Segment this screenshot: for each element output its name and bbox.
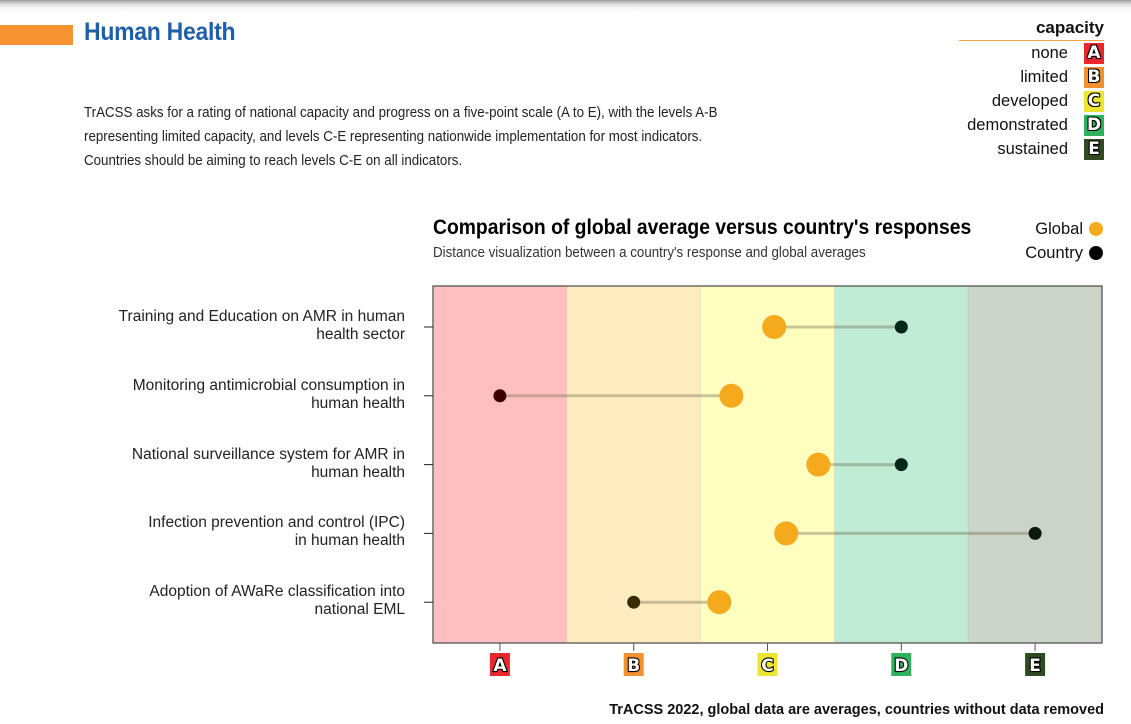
global-point: [707, 590, 732, 615]
capacity-legend-title: capacity: [959, 18, 1104, 41]
x-tick-badge-e: [1025, 653, 1046, 676]
capacity-legend-item: limited B: [944, 65, 1104, 89]
grade-e-badge: E: [1084, 138, 1104, 160]
x-tick-label: B: [627, 656, 640, 676]
capacity-label: none: [1031, 43, 1068, 62]
grade-a-badge: A: [1084, 42, 1104, 64]
country-point: [894, 458, 908, 472]
band-a: [433, 286, 567, 643]
section-accent-bar: [0, 25, 73, 45]
country-point: [493, 389, 507, 403]
band-b: [566, 286, 701, 643]
x-tick-badge-b: [623, 653, 644, 676]
row-label-line: in human health: [294, 532, 405, 550]
capacity-legend-item: demonstrated D: [944, 113, 1104, 137]
x-tick-badge-d: [891, 653, 912, 676]
grade-d-badge: D: [1084, 114, 1104, 136]
chart-title: Comparison of global average versus coun…: [433, 216, 972, 239]
row-label-line: Adoption of AWaRe classification into: [149, 583, 405, 601]
row-label-line: human health: [311, 394, 405, 412]
capacity-legend-item: sustained E: [944, 137, 1104, 161]
row-label-line: Infection prevention and control (IPC): [148, 514, 405, 532]
x-tick-label: A: [493, 656, 507, 676]
country-point: [894, 320, 908, 334]
legend-label-global: Global: [1035, 219, 1083, 238]
capacity-legend-item: none A: [944, 41, 1104, 65]
x-tick-badge-a: [489, 653, 510, 676]
global-point: [806, 452, 831, 477]
intro-paragraph: TrACSS asks for a rating of national cap…: [84, 105, 718, 169]
capacity-label: demonstrated: [967, 115, 1068, 134]
row-label-line: health sector: [316, 326, 405, 343]
row-label: National surveillance system for AMR in h…: [85, 446, 405, 482]
row-label-line: human health: [311, 463, 405, 481]
band-e: [968, 286, 1102, 643]
capacity-legend: capacity none A limited B developed C de…: [944, 18, 1104, 161]
capacity-label: limited: [1020, 67, 1068, 86]
x-tick-label: C: [761, 656, 773, 676]
global-point: [762, 315, 787, 339]
x-tick-label: E: [1029, 656, 1041, 676]
grade-b-badge: B: [1084, 66, 1104, 88]
x-tick-label: D: [894, 656, 908, 676]
chart-subtitle: Distance visualization between a country…: [433, 245, 866, 261]
capacity-label: developed: [991, 91, 1068, 110]
legend-item-country: Country: [1025, 241, 1103, 265]
row-label-line: Monitoring antimicrobial consumption in: [132, 376, 405, 394]
source-note: TrACSS 2022, global data are averages, c…: [609, 702, 1104, 718]
row-label-line: national EML: [314, 601, 405, 619]
legend-item-global: Global: [1025, 217, 1103, 241]
series-legend: Global Country: [1025, 217, 1103, 265]
row-label: Monitoring antimicrobial consumption in h…: [85, 377, 405, 413]
capacity-label: sustained: [997, 139, 1068, 158]
x-tick-badge-c: [757, 653, 778, 676]
legend-label-country: Country: [1025, 243, 1083, 262]
global-point: [774, 521, 799, 546]
country-point: [627, 595, 641, 609]
global-point: [719, 383, 744, 408]
capacity-legend-item: developed C: [944, 89, 1104, 113]
row-label: Training and Education on AMR in human he…: [85, 308, 405, 344]
page-title: Human Health: [84, 18, 236, 46]
row-label: Adoption of AWaRe classification into nat…: [85, 583, 405, 619]
row-label-line: Training and Education on AMR in human: [118, 308, 405, 325]
global-dot-icon: [1089, 222, 1103, 236]
row-label-line: National surveillance system for AMR in: [131, 445, 405, 463]
top-shadow: [0, 0, 1131, 14]
row-label: Infection prevention and control (IPC) in…: [85, 514, 405, 550]
country-point: [1028, 526, 1042, 540]
grade-c-badge: C: [1084, 90, 1104, 112]
country-dot-icon: [1089, 246, 1103, 260]
